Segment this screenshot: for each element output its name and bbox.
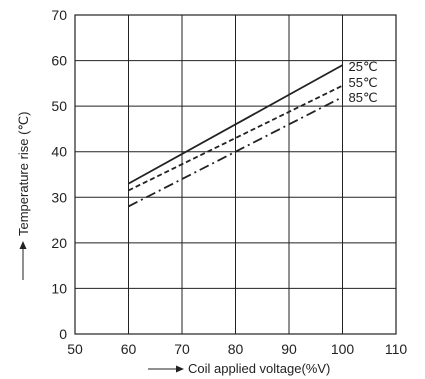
series-label: 25℃ [349,59,378,74]
series-line [128,96,343,208]
y-tick-label: 70 [51,7,67,23]
y-tick-label: 0 [59,326,67,342]
y-tick-label: 30 [51,189,67,205]
y-tick-label: 10 [51,280,67,296]
x-tick-label: 80 [228,341,244,357]
y-tick-label: 50 [51,98,67,114]
y-ticks: 0 10 20 30 40 50 60 70 [51,7,67,342]
y-tick-label: 40 [51,144,67,160]
x-tick-label: 110 [385,341,408,357]
series-label: 55℃ [349,75,378,90]
series-line [128,64,343,185]
x-tick-label: 70 [174,341,190,357]
x-tick-label: 50 [67,341,83,357]
x-ticks: 50 60 70 80 90 100 110 [67,341,407,357]
series-label: 85℃ [349,90,378,105]
series: 25℃55℃85℃ [128,59,378,208]
y-axis-arrow-head [19,241,27,249]
x-tick-label: 100 [331,341,355,357]
x-tick-label: 90 [281,341,297,357]
x-axis-arrow-head [176,365,184,373]
y-axis-label: Temperature rise (℃) [16,112,31,236]
plot-frame [74,14,397,335]
x-tick-label: 60 [121,341,137,357]
y-tick-label: 60 [51,53,67,69]
y-tick-label: 20 [51,235,67,251]
x-axis-label: Coil applied voltage(%V) [188,361,330,376]
